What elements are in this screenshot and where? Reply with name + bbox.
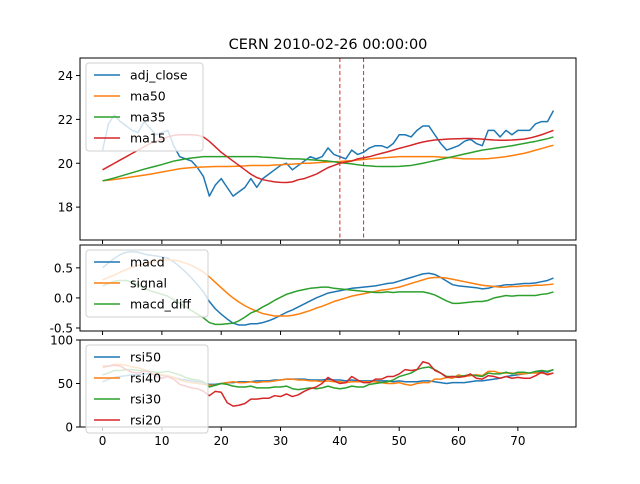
legend-label-ma15: ma15 bbox=[130, 131, 166, 146]
series-line-adj_close bbox=[101, 110, 555, 197]
legend-label-rsi50: rsi50 bbox=[130, 350, 161, 365]
legend-label-macd: macd bbox=[130, 255, 165, 270]
x-tick-label: 40 bbox=[332, 434, 347, 448]
y-tick-label-rsi: 0 bbox=[65, 421, 73, 435]
legend-label-ma35: ma35 bbox=[130, 110, 166, 125]
legend-label-rsi30: rsi30 bbox=[130, 392, 161, 407]
y-tick-label-macd: -0.5 bbox=[50, 321, 73, 335]
x-tick-label: 60 bbox=[451, 434, 466, 448]
series-line-ma50 bbox=[102, 144, 554, 182]
y-tick-label-price: 22 bbox=[58, 113, 73, 127]
legend-box-macd bbox=[85, 249, 209, 318]
axes-frame-price bbox=[79, 57, 577, 241]
x-tick-label: 20 bbox=[214, 434, 229, 448]
series-line-ma35 bbox=[102, 136, 554, 182]
panel-price: 18 20 22 24 adj_close ma50 ma35 ma15 bbox=[58, 57, 577, 244]
legend-label-rsi40: rsi40 bbox=[130, 371, 161, 386]
y-tick-label-price: 20 bbox=[58, 157, 73, 171]
y-tick-label-price: 24 bbox=[58, 69, 73, 83]
plot-layer: 18 20 22 24 adj_close ma50 ma35 ma15 -0.5 0.0 0.5 m… bbox=[50, 57, 577, 448]
y-tick-label-macd: 0.0 bbox=[54, 291, 73, 305]
y-tick-label-price: 18 bbox=[58, 201, 73, 215]
chart-title: CERN 2010-02-26 00:00:00 bbox=[229, 37, 428, 53]
x-tick-label: 70 bbox=[510, 434, 525, 448]
panel-rsi: 0 50 100 0 10 20 30 40 50 60 70 rsi50 rsi40 rsi30 rsi2… bbox=[50, 334, 577, 448]
legend-rsi: rsi50 rsi40 rsi30 rsi20 bbox=[85, 344, 209, 434]
legend-label-macd_diff: macd_diff bbox=[130, 297, 191, 312]
legend-price: adj_close ma50 ma35 ma15 bbox=[85, 62, 204, 152]
axes-frame-macd bbox=[79, 244, 577, 332]
legend-box-price bbox=[85, 62, 204, 152]
x-tick-label: 50 bbox=[392, 434, 407, 448]
legend-macd: macd signal macd_diff bbox=[85, 249, 209, 318]
legend-label-ma50: ma50 bbox=[130, 89, 166, 104]
legend-label-adj_close: adj_close bbox=[130, 68, 188, 83]
y-tick-label-macd: 0.5 bbox=[54, 261, 73, 275]
panel-macd: -0.5 0.0 0.5 macd signal macd_diff bbox=[50, 244, 577, 335]
x-tick-label: 30 bbox=[273, 434, 288, 448]
x-tick-label: 10 bbox=[154, 434, 169, 448]
legend-label-rsi20: rsi20 bbox=[130, 413, 161, 428]
legend-label-signal: signal bbox=[130, 276, 167, 291]
legend-box-rsi bbox=[85, 344, 209, 434]
y-tick-label-rsi: 50 bbox=[58, 377, 73, 391]
y-tick-label-rsi: 100 bbox=[50, 334, 73, 348]
x-tick-label: 0 bbox=[99, 434, 107, 448]
